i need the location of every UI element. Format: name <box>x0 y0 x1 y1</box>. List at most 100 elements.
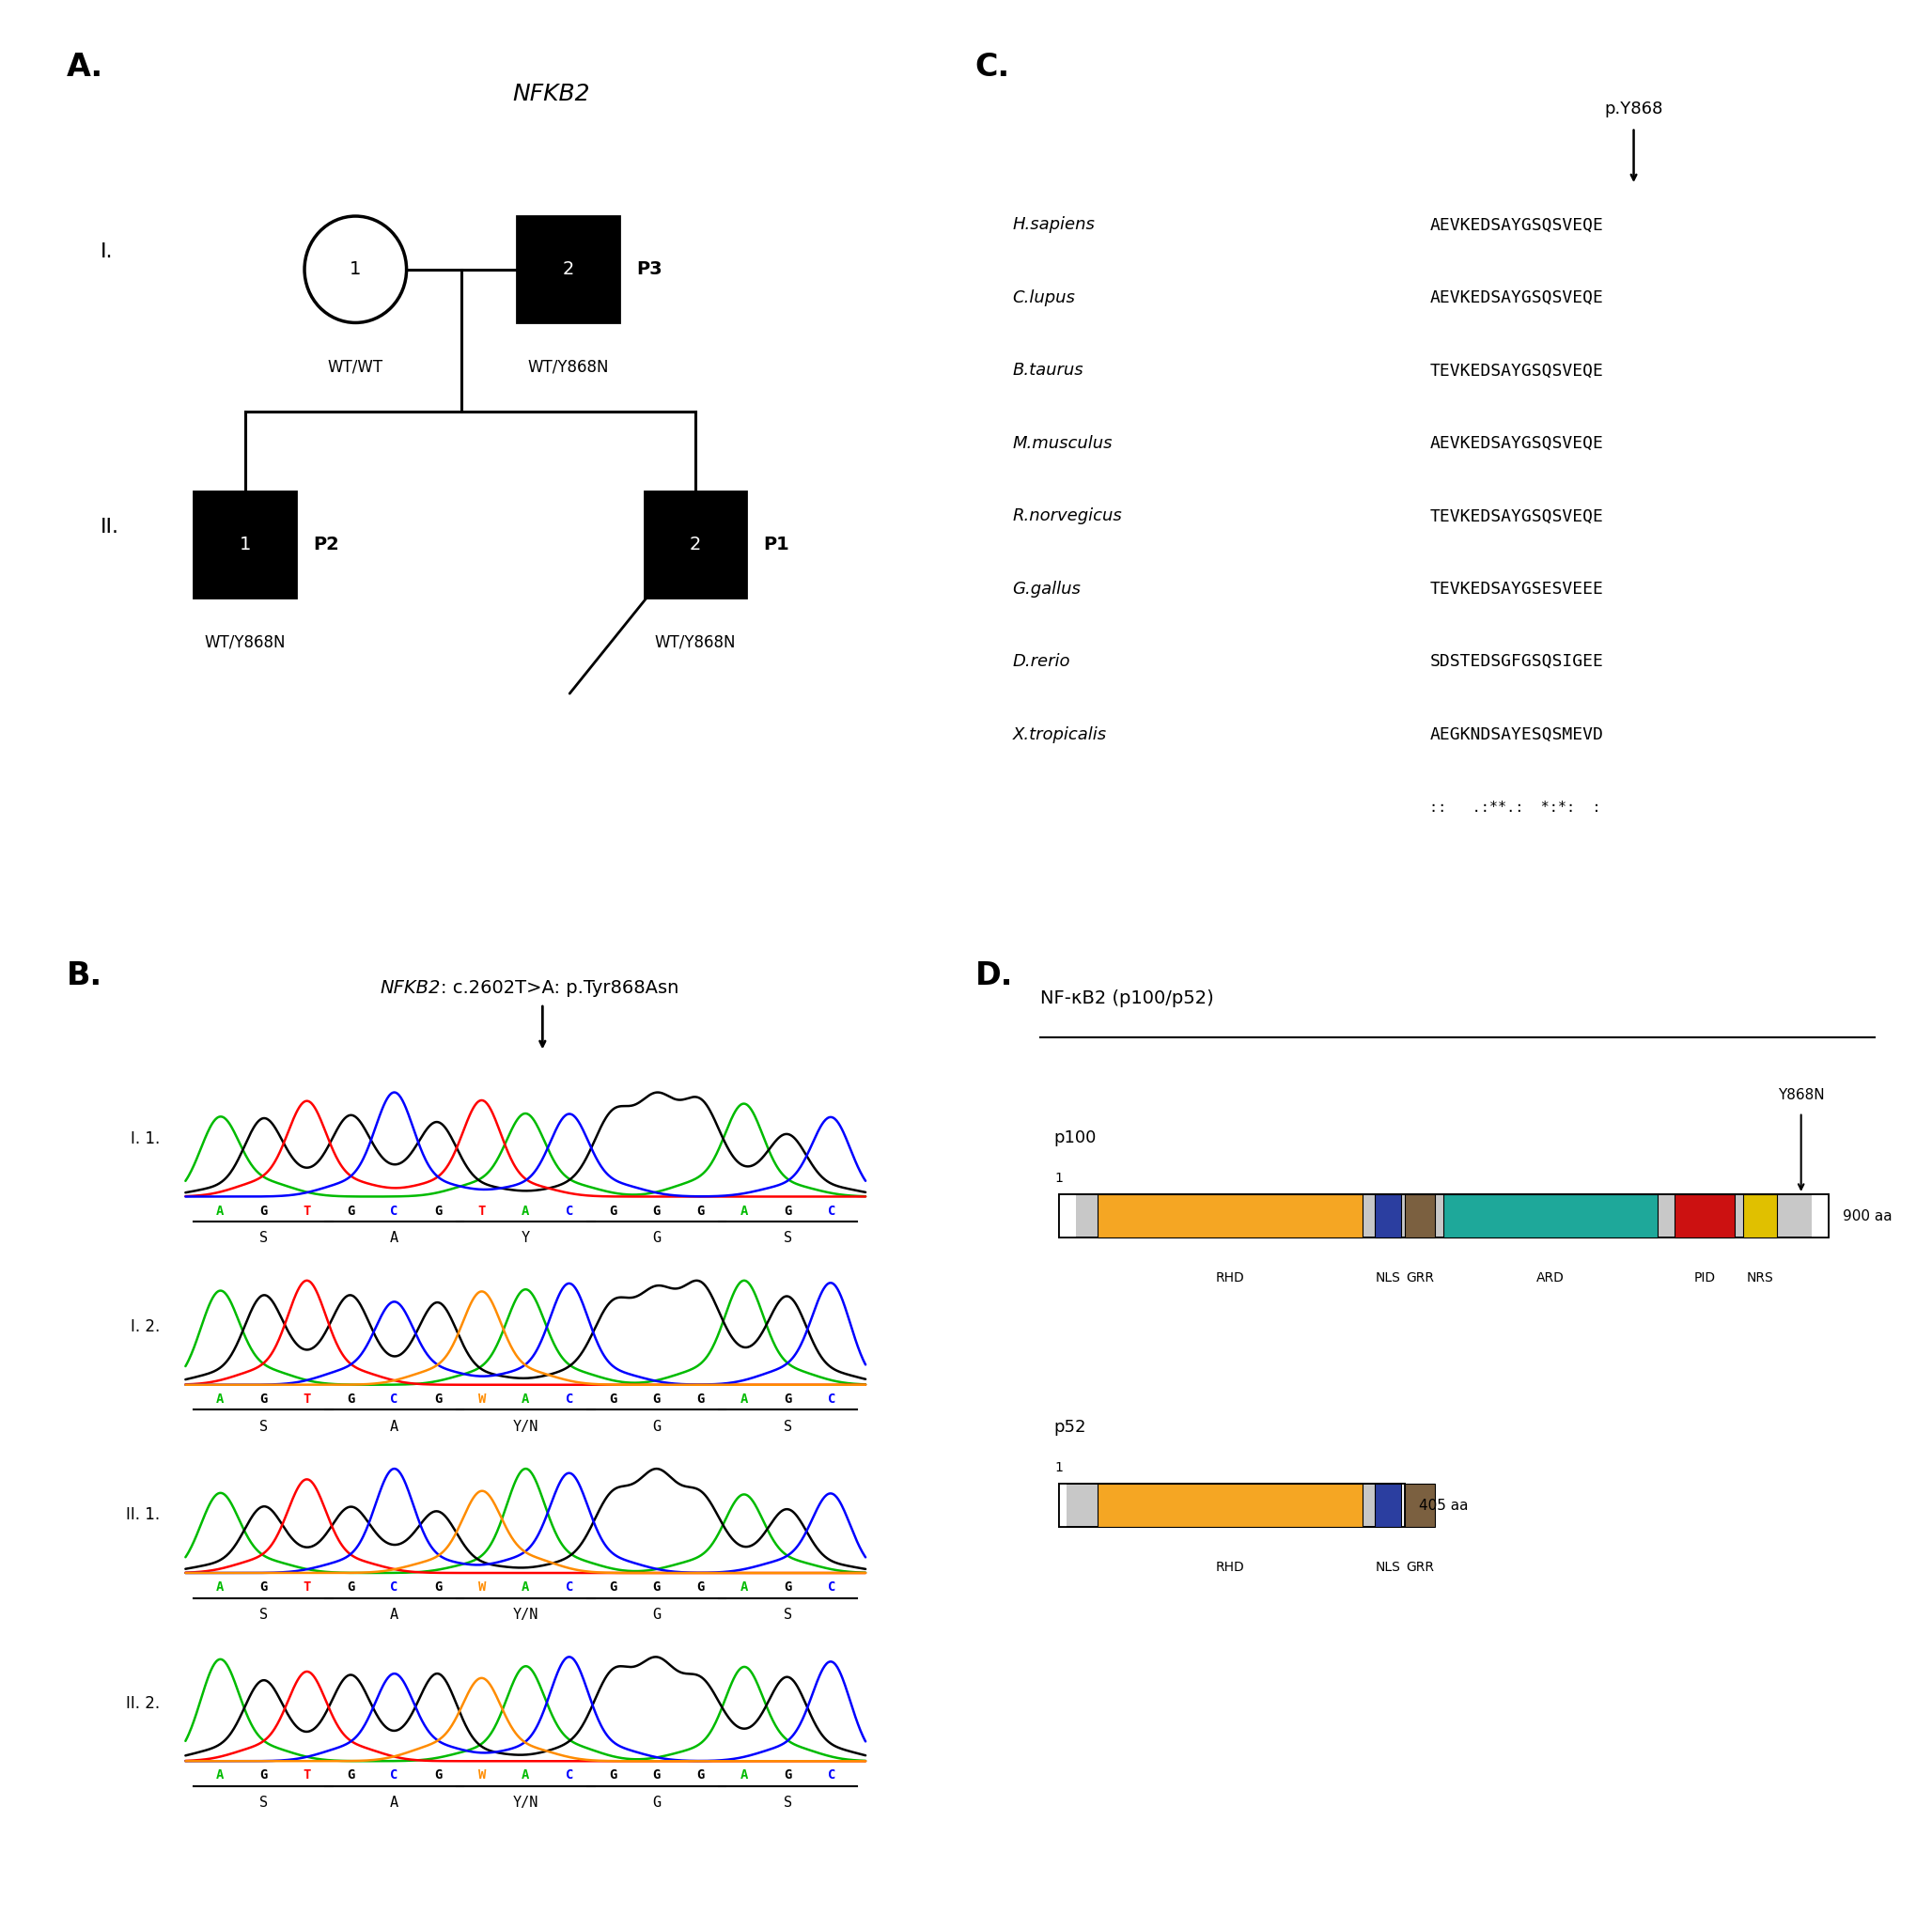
Text: GRR: GRR <box>1406 1272 1434 1285</box>
Text: G: G <box>346 1393 355 1405</box>
Text: TEVKEDSAYGSQSVEQE: TEVKEDSAYGSQSVEQE <box>1430 508 1604 525</box>
Text: W: W <box>477 1393 485 1405</box>
Text: S: S <box>784 1608 792 1621</box>
Text: G.gallus: G.gallus <box>1012 581 1080 598</box>
Text: AEVKEDSAYGSQSVEQE: AEVKEDSAYGSQSVEQE <box>1430 289 1604 307</box>
Text: T: T <box>477 1204 485 1218</box>
Text: GRR: GRR <box>1406 1561 1434 1575</box>
Text: G: G <box>653 1608 661 1621</box>
Bar <box>1405 1195 1435 1237</box>
Text: TEVKEDSAYGSESVEEE: TEVKEDSAYGSESVEEE <box>1430 581 1604 598</box>
Text: Y868N: Y868N <box>1777 1089 1824 1102</box>
Text: C: C <box>390 1204 398 1218</box>
Text: A: A <box>216 1581 224 1594</box>
Text: p.Y868: p.Y868 <box>1604 100 1663 118</box>
Text: T: T <box>303 1393 311 1405</box>
Text: WT/Y868N: WT/Y868N <box>527 359 609 374</box>
Text: G: G <box>609 1581 616 1594</box>
Text: Y/N: Y/N <box>512 1608 539 1621</box>
Text: A: A <box>390 1608 398 1621</box>
Text: Y/N: Y/N <box>512 1795 539 1810</box>
Bar <box>1405 1484 1435 1527</box>
Text: A: A <box>522 1204 529 1218</box>
Text: C: C <box>566 1393 574 1405</box>
Text: RHD: RHD <box>1215 1272 1244 1285</box>
Bar <box>1743 1195 1777 1237</box>
Text: G: G <box>653 1795 661 1810</box>
Bar <box>1059 1484 1405 1527</box>
Bar <box>1812 1195 1828 1237</box>
Text: p100: p100 <box>1055 1129 1097 1146</box>
Text: G: G <box>653 1204 661 1218</box>
Text: I.: I. <box>100 243 114 261</box>
Text: G: G <box>609 1204 616 1218</box>
Text: G: G <box>435 1768 442 1781</box>
Text: G: G <box>259 1768 267 1781</box>
Text: G: G <box>696 1204 705 1218</box>
Text: B.taurus: B.taurus <box>1012 363 1084 378</box>
Text: P2: P2 <box>313 537 338 554</box>
Text: WT/WT: WT/WT <box>328 359 383 374</box>
Text: A: A <box>740 1393 748 1405</box>
Text: A.: A. <box>66 52 102 83</box>
Text: 1: 1 <box>240 537 251 554</box>
Text: G: G <box>609 1768 616 1781</box>
Text: S: S <box>784 1795 792 1810</box>
Text: PID: PID <box>1694 1272 1716 1285</box>
Bar <box>645 492 746 598</box>
Text: C: C <box>827 1768 835 1781</box>
Text: Y: Y <box>522 1231 529 1245</box>
Text: G: G <box>346 1204 355 1218</box>
Text: C.lupus: C.lupus <box>1012 289 1076 307</box>
Text: A: A <box>390 1795 398 1810</box>
Text: II. 1.: II. 1. <box>126 1507 160 1523</box>
Text: G: G <box>346 1581 355 1594</box>
Text: C.: C. <box>976 52 1010 83</box>
Text: SDSTEDSGFGSQSIGEE: SDSTEDSGFGSQSIGEE <box>1430 654 1604 670</box>
Text: A: A <box>740 1768 748 1781</box>
Text: NLS: NLS <box>1376 1272 1401 1285</box>
Text: A: A <box>390 1231 398 1245</box>
Text: C: C <box>827 1393 835 1405</box>
Text: A: A <box>216 1393 224 1405</box>
Text: T: T <box>303 1204 311 1218</box>
Text: W: W <box>477 1581 485 1594</box>
Text: RHD: RHD <box>1215 1561 1244 1575</box>
Text: 405 aa: 405 aa <box>1418 1498 1468 1513</box>
Text: S: S <box>259 1231 267 1245</box>
Text: S: S <box>784 1420 792 1434</box>
Text: WT/Y868N: WT/Y868N <box>655 633 736 650</box>
Bar <box>1675 1195 1735 1237</box>
Text: G: G <box>784 1393 792 1405</box>
Text: G: G <box>435 1581 442 1594</box>
Text: A: A <box>216 1768 224 1781</box>
Text: M.musculus: M.musculus <box>1012 434 1113 452</box>
Text: G: G <box>653 1768 661 1781</box>
Bar <box>1059 1484 1066 1527</box>
Text: T: T <box>303 1581 311 1594</box>
Text: AEVKEDSAYGSQSVEQE: AEVKEDSAYGSQSVEQE <box>1430 216 1604 234</box>
Bar <box>1059 1195 1828 1237</box>
Text: G: G <box>696 1581 705 1594</box>
Text: A: A <box>740 1581 748 1594</box>
Text: S: S <box>784 1231 792 1245</box>
Text: G: G <box>435 1204 442 1218</box>
Bar <box>1059 1195 1076 1237</box>
Text: ::   .:**.:  *:*:  :: :: .:**.: *:*: : <box>1430 801 1602 814</box>
Text: G: G <box>259 1204 267 1218</box>
Text: G: G <box>259 1393 267 1405</box>
Text: 2: 2 <box>690 537 701 554</box>
Text: AEVKEDSAYGSQSVEQE: AEVKEDSAYGSQSVEQE <box>1430 434 1604 452</box>
Text: G: G <box>784 1581 792 1594</box>
Text: Y/N: Y/N <box>512 1420 539 1434</box>
Text: S: S <box>259 1795 267 1810</box>
Bar <box>1097 1484 1362 1527</box>
Text: G: G <box>784 1768 792 1781</box>
Bar <box>1059 1484 1405 1527</box>
Text: H.sapiens: H.sapiens <box>1012 216 1095 234</box>
Text: R.norvegicus: R.norvegicus <box>1012 508 1122 525</box>
Text: D.: D. <box>976 959 1012 992</box>
Bar <box>193 492 296 598</box>
Text: P3: P3 <box>636 261 663 278</box>
Text: B.: B. <box>66 959 102 992</box>
